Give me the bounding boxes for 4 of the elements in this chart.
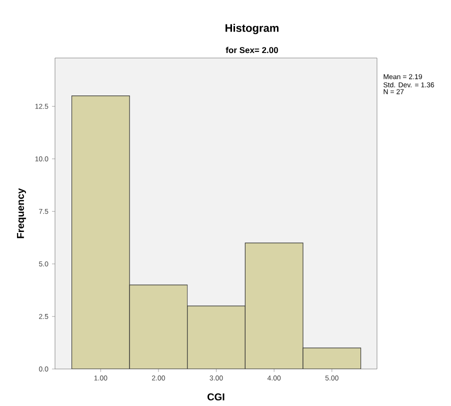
chart-subtitle: for Sex= 2.00 bbox=[226, 46, 278, 54]
chart-title: Histogram bbox=[226, 24, 279, 34]
y-axis-title: Frequency bbox=[17, 188, 26, 238]
x-axis-title: CGI bbox=[208, 393, 224, 400]
